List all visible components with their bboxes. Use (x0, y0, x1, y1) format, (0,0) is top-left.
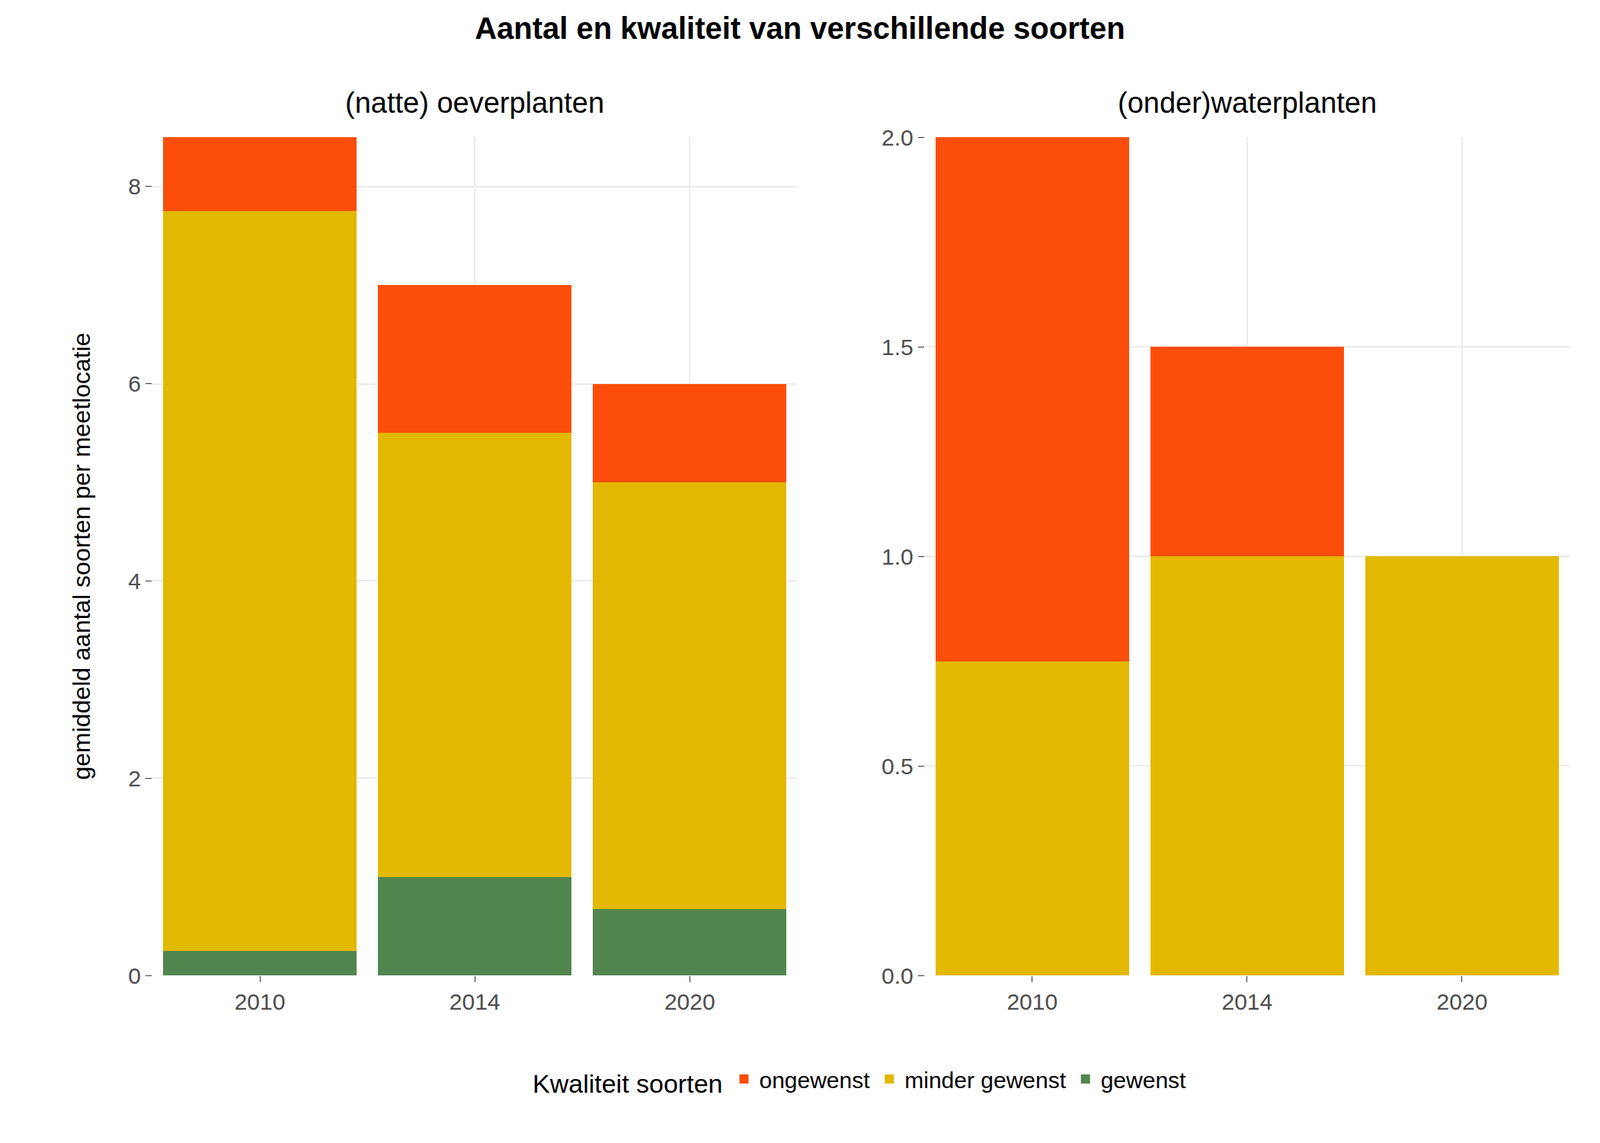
svg-text:4: 4 (128, 568, 141, 594)
svg-text:2014: 2014 (449, 988, 501, 1015)
svg-text:0: 0 (128, 963, 141, 989)
svg-text:2020: 2020 (1436, 988, 1488, 1015)
svg-text:2010: 2010 (1006, 988, 1058, 1015)
svg-text:2: 2 (128, 765, 141, 791)
svg-text:1.0: 1.0 (881, 544, 914, 570)
svg-text:6: 6 (128, 371, 141, 397)
svg-text:1.5: 1.5 (881, 334, 914, 360)
svg-text:2.0: 2.0 (881, 124, 914, 151)
svg-text:8: 8 (128, 173, 141, 199)
svg-text:2020: 2020 (664, 988, 716, 1015)
svg-text:0.0: 0.0 (881, 963, 914, 989)
svg-text:0.5: 0.5 (881, 753, 914, 779)
svg-text:minder gewenst: minder gewenst (904, 1067, 1066, 1093)
svg-text:gemiddeld aantal soorten per m: gemiddeld aantal soorten per meetlocatie (67, 332, 96, 780)
svg-text:2014: 2014 (1221, 988, 1273, 1015)
svg-text:ongewenst: ongewenst (758, 1067, 871, 1093)
svg-text:gewenst: gewenst (1100, 1067, 1187, 1093)
svg-text:(onder)waterplanten: (onder)waterplanten (1117, 86, 1377, 119)
svg-text:2010: 2010 (234, 988, 286, 1015)
svg-text:Kwaliteit soorten: Kwaliteit soorten (532, 1068, 723, 1098)
svg-text:(natte) oeverplanten: (natte) oeverplanten (345, 86, 605, 119)
svg-text:Aantal en kwaliteit van versch: Aantal en kwaliteit van verschillende so… (474, 11, 1126, 45)
